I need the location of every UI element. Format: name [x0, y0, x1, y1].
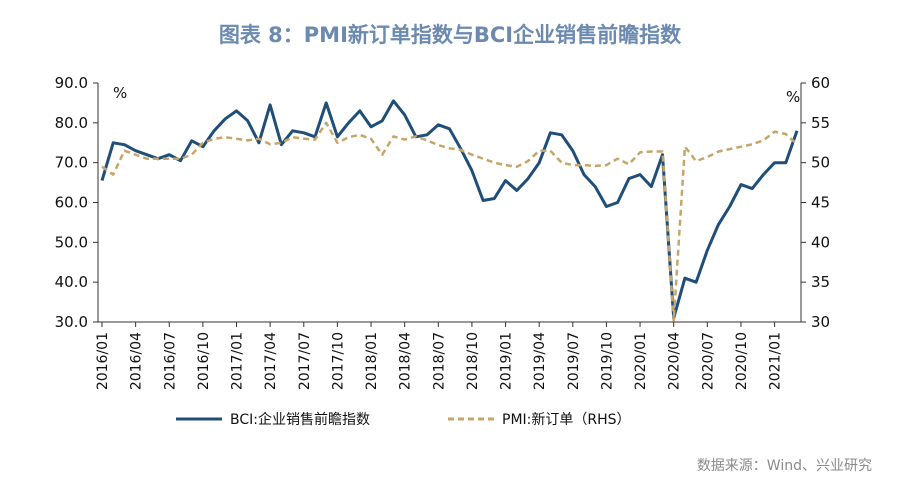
x-axis-tick-label: 2017/10 [330, 332, 346, 390]
left-axis-tick-label: 50.0 [55, 233, 88, 251]
right-axis-tick-label: 30 [811, 313, 830, 331]
left-axis-tick-label: 60.0 [55, 194, 88, 212]
left-axis-tick-label: 70.0 [55, 154, 88, 172]
left-axis-tick-label: 80.0 [55, 114, 88, 132]
x-axis-tick-label: 2018/07 [431, 332, 447, 390]
x-axis-tick-label: 2017/07 [297, 332, 313, 390]
x-axis-tick-label: 2018/04 [398, 332, 414, 390]
x-axis-tick-label: 2018/01 [364, 332, 380, 390]
x-axis-tick-label: 2020/04 [667, 332, 683, 390]
x-axis-tick-label: 2019/04 [532, 332, 548, 390]
x-axis-tick-label: 2019/10 [599, 332, 615, 390]
chart-title: 图表 8：PMI新订单指数与BCI企业销售前瞻指数 [219, 23, 682, 47]
x-axis-tick-label: 2016/04 [129, 332, 145, 390]
legend-label-bci: BCI:企业销售前瞻指数 [230, 411, 370, 428]
x-axis-tick-label: 2016/10 [196, 332, 212, 390]
series-line-pmi [101, 121, 798, 322]
x-axis-tick-label: 2016/01 [95, 332, 111, 390]
tick-labels-group: 90.0 80.0 70.0 60.0 50.0 40.0 30.0 60 55 50 45 40 35… [55, 74, 831, 390]
series-line-bci [100, 99, 799, 320]
left-axis-tick-label: 90.0 [55, 74, 88, 92]
left-axis-tick-label: 40.0 [55, 273, 88, 291]
x-axis-tick-label: 2017/01 [230, 332, 246, 390]
right-axis-tick-label: 35 [811, 273, 830, 291]
left-axis-tick-label: 30.0 [55, 313, 88, 331]
source-note: 数据来源：Wind、兴业研究 [697, 458, 872, 474]
x-axis-tick-label: 2021/01 [768, 332, 784, 390]
right-axis-tick-label: 60 [811, 74, 830, 92]
series-group [100, 99, 799, 322]
x-axis-tick-label: 2017/04 [263, 332, 279, 390]
right-axis-unit: % [786, 88, 800, 106]
right-axis-tick-label: 55 [811, 114, 830, 132]
x-axis-tick-label: 2019/07 [566, 332, 582, 390]
x-axis-tick-label: 2020/01 [633, 332, 649, 390]
legend: BCI:企业销售前瞻指数 PMI:新订单（RHS） [176, 411, 631, 428]
x-axis-tick-label: 2020/10 [734, 332, 750, 390]
right-axis-tick-label: 45 [811, 194, 830, 212]
x-axis-tick-label: 2018/10 [465, 332, 481, 390]
legend-label-pmi: PMI:新订单（RHS） [502, 412, 631, 428]
right-axis-tick-label: 50 [811, 154, 830, 172]
x-axis-tick-label: 2019/01 [499, 332, 515, 390]
x-axis-tick-label: 2016/07 [162, 332, 178, 390]
right-axis-tick-label: 40 [811, 233, 830, 251]
x-axis-tick-label: 2020/07 [700, 332, 716, 390]
axes-group [93, 82, 806, 327]
left-axis-unit: % [113, 84, 127, 102]
